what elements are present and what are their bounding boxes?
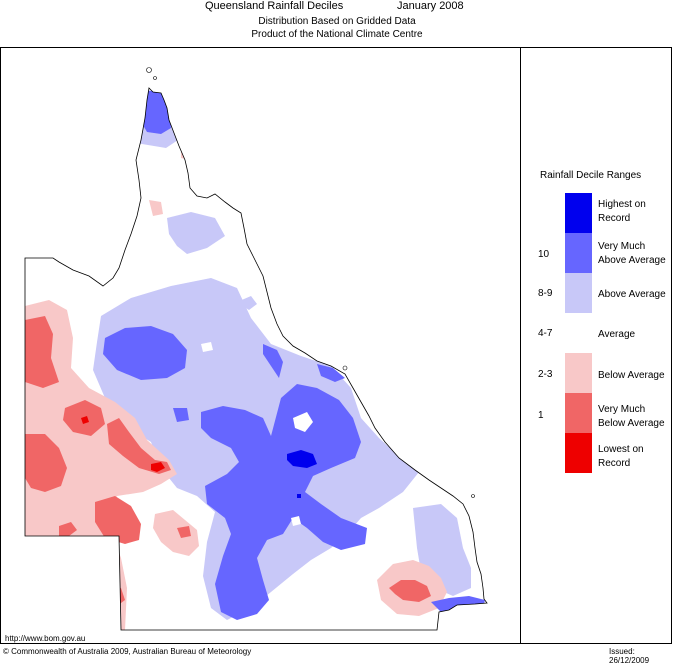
legend-title: Rainfall Decile Ranges xyxy=(540,170,642,181)
legend-swatch-very-much-below xyxy=(565,393,592,433)
legend-label-highest: Highest on Record xyxy=(598,199,646,224)
legend-range-2-3: 2-3 xyxy=(538,369,553,380)
legend-divider xyxy=(520,47,521,644)
footer-issued: Issued: 26/12/2009 xyxy=(609,647,650,665)
title-row: Queensland Rainfall Deciles January 2008 xyxy=(0,0,674,14)
legend-swatch-above xyxy=(565,273,592,313)
footer-copyright: © Commonwealth of Australia 2009, Austra… xyxy=(3,647,252,656)
legend-swatch-average xyxy=(565,313,592,353)
legend-label-below: Below Average xyxy=(598,370,665,381)
legend-label-very-much-below: Very Much Below Average xyxy=(598,404,665,429)
legend-label-very-much-above: Very Much Above Average xyxy=(598,241,666,266)
map-subtitle-1: Distribution Based on Gridded Data xyxy=(258,16,416,27)
map-subtitle-2: Product of the National Climate Centre xyxy=(251,29,423,40)
legend-range-1: 1 xyxy=(538,410,544,421)
map-frame xyxy=(0,47,672,644)
footer-url[interactable]: http://www.bom.gov.au xyxy=(5,634,86,643)
legend-swatch-lowest xyxy=(565,433,592,473)
legend-range-4-7: 4-7 xyxy=(538,328,553,339)
legend-label-lowest: Lowest on Record xyxy=(598,444,644,469)
legend-label-average: Average xyxy=(598,329,636,340)
legend-swatch-very-much-above xyxy=(565,233,592,273)
map-period: January 2008 xyxy=(397,0,464,12)
legend-swatch-highest xyxy=(565,193,592,233)
legend-range-10: 10 xyxy=(538,249,550,260)
legend-swatch-below xyxy=(565,353,592,393)
queensland-decile-map xyxy=(24,67,488,631)
legend-range-8-9: 8-9 xyxy=(538,288,553,299)
map-title: Queensland Rainfall Deciles xyxy=(205,0,344,12)
legend-label-above: Above Average xyxy=(598,289,666,300)
decile-regions xyxy=(25,90,485,630)
